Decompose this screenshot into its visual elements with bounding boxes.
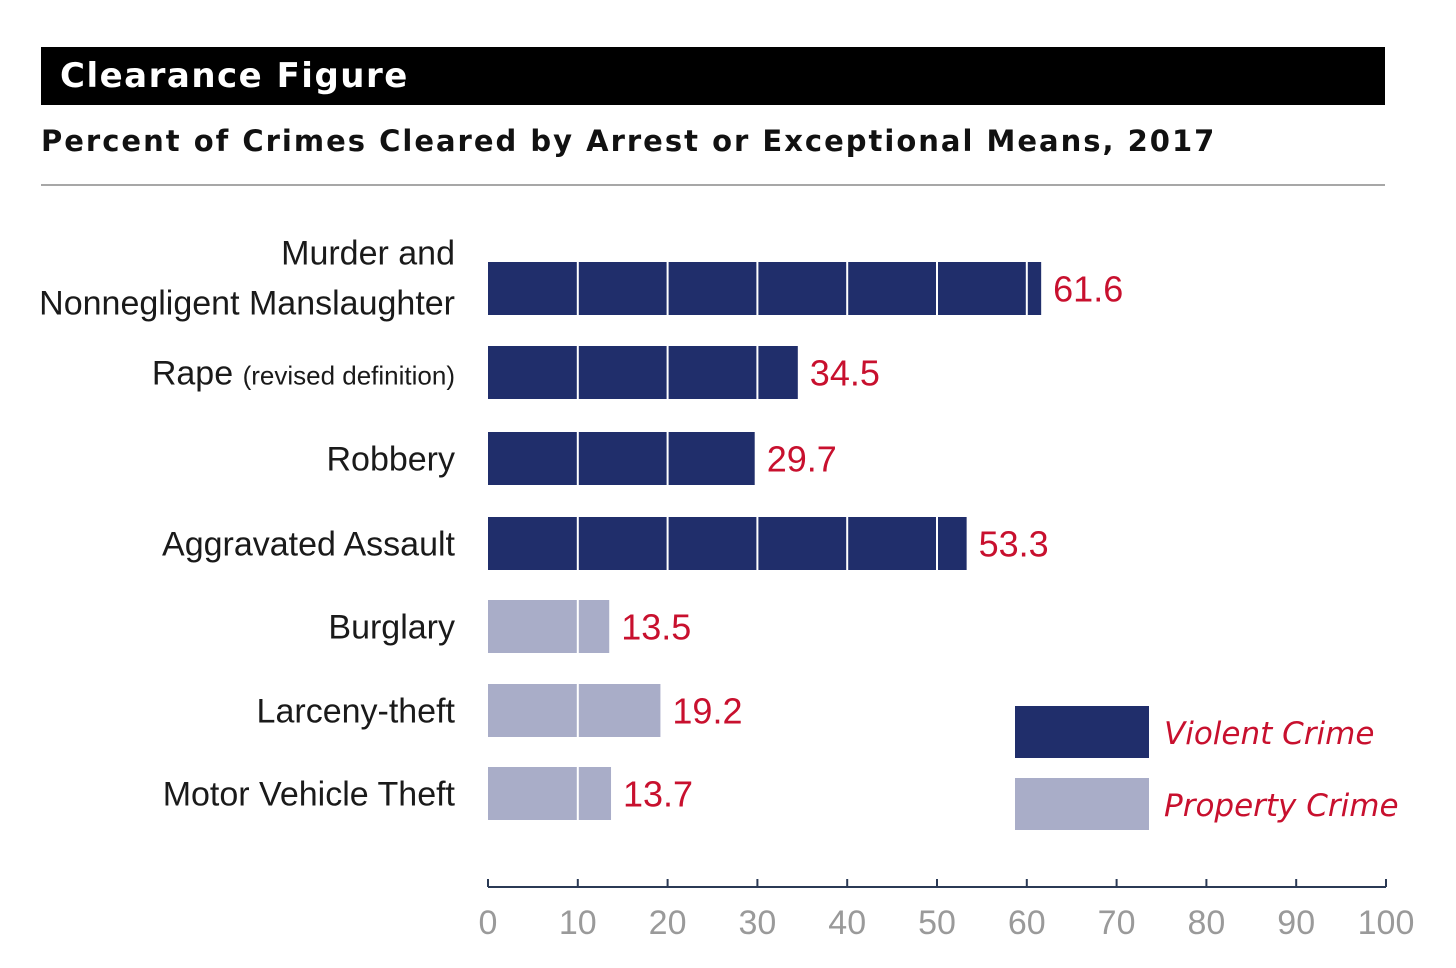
title-bar: Clearance Figure	[41, 47, 1385, 105]
bar	[488, 517, 967, 570]
category-label: Murder and	[281, 235, 455, 273]
legend-swatch	[1015, 778, 1149, 830]
x-tick-label: 70	[1098, 904, 1136, 942]
header-divider	[41, 184, 1385, 186]
category-label: Rape (revised definition)	[152, 355, 455, 393]
x-tick-label: 40	[828, 904, 866, 942]
category-label: Robbery	[326, 441, 455, 479]
x-tick-label: 0	[479, 904, 498, 942]
chart-subtitle: Percent of Crimes Cleared by Arrest or E…	[41, 124, 1217, 158]
data-label: 34.5	[810, 353, 880, 394]
x-tick-label: 30	[738, 904, 776, 942]
data-label: 61.6	[1053, 269, 1123, 310]
legend-label: Property Crime	[1164, 788, 1399, 824]
data-label: 19.2	[672, 691, 742, 732]
bar	[488, 767, 612, 820]
x-tick-label: 100	[1358, 904, 1415, 942]
legend-swatch	[1015, 706, 1149, 758]
data-label: 13.7	[623, 774, 693, 815]
data-label: 13.5	[621, 607, 691, 648]
category-label: Aggravated Assault	[162, 526, 456, 564]
x-tick-label: 90	[1277, 904, 1315, 942]
chart-title: Clearance Figure	[60, 56, 409, 96]
bar	[488, 346, 798, 399]
x-tick-label: 20	[649, 904, 687, 942]
bar	[488, 262, 1042, 315]
category-label: Burglary	[328, 609, 455, 647]
x-tick-label: 60	[1008, 904, 1046, 942]
data-label: 29.7	[767, 439, 837, 480]
x-tick-label: 50	[918, 904, 956, 942]
category-label: Larceny-theft	[257, 693, 456, 731]
data-label: 53.3	[979, 524, 1049, 565]
legend-label: Violent Crime	[1164, 716, 1374, 752]
x-tick-label: 80	[1187, 904, 1225, 942]
bar	[488, 432, 755, 485]
x-tick-label: 10	[559, 904, 597, 942]
bar	[488, 600, 610, 653]
category-label: Nonnegligent Manslaughter	[39, 285, 455, 323]
bar	[488, 684, 661, 737]
category-label: Motor Vehicle Theft	[163, 776, 456, 814]
